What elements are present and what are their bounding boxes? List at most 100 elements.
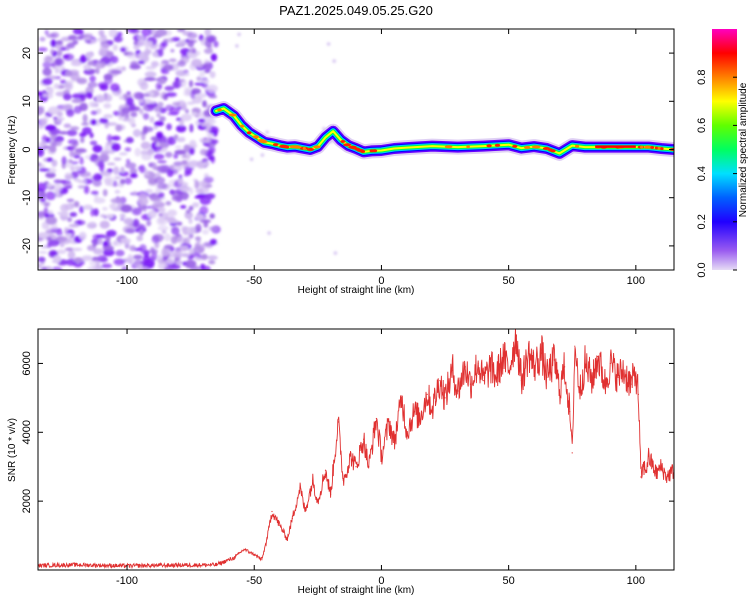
snr-point (324, 469, 327, 471)
noise-blob (144, 77, 157, 82)
snr-series-line (38, 329, 674, 570)
noise-blob (79, 156, 84, 165)
noise-blob (60, 210, 69, 217)
noise-blob (177, 29, 186, 33)
ridge-hotspot (217, 108, 222, 112)
snr-point (569, 411, 571, 413)
noise-blob (103, 73, 113, 81)
noise-blob (113, 157, 122, 161)
noise-blob (42, 93, 48, 98)
noise-blob (202, 63, 211, 68)
noise-blob (38, 162, 42, 167)
ridge-hotspot (494, 143, 501, 147)
noise-blob (78, 231, 87, 240)
noise-blob (106, 134, 113, 143)
noise-blob (38, 182, 48, 192)
noise-blob (123, 217, 134, 225)
noise-blob (99, 118, 109, 124)
snr-point (312, 479, 314, 482)
noise-blob (177, 60, 186, 67)
noise-blob (210, 156, 215, 164)
noise-blob (65, 247, 74, 251)
noise-blob (199, 148, 208, 156)
noise-blob (185, 209, 191, 214)
snr-point (439, 380, 441, 382)
noise-blob (175, 79, 185, 83)
noise-blob (170, 235, 178, 245)
noise-blob (83, 185, 90, 194)
snr-point (304, 510, 306, 513)
noise-blob (45, 183, 54, 188)
noise-blob (173, 134, 179, 140)
ridge-hotspot (486, 144, 492, 148)
noise-blob (92, 175, 98, 181)
noise-blob (189, 123, 194, 133)
noise-blob (194, 195, 204, 199)
noise-blob (121, 265, 128, 270)
ridge-hotspot (654, 146, 658, 150)
snr-point (533, 366, 535, 368)
noise-blob (38, 168, 50, 172)
noise-blob (157, 49, 164, 57)
noise-blob (97, 160, 105, 168)
noise-blob (66, 198, 75, 203)
spectrogram-ytick-label: -10 (21, 190, 33, 206)
noise-blob (172, 80, 182, 89)
noise-blob (89, 75, 96, 83)
noise-blob (113, 166, 120, 175)
noise-blob (110, 69, 122, 75)
snr-point (645, 469, 647, 471)
noise-blob (184, 166, 193, 174)
noise-blob (166, 37, 175, 43)
noise-blob (105, 50, 114, 58)
noise-blob (103, 93, 113, 102)
noise-blob (42, 67, 52, 77)
noise-blob (73, 105, 82, 114)
noise-blob (66, 109, 75, 117)
colorbar-gradient (712, 29, 737, 270)
noise-blob (157, 254, 163, 261)
colorbar-tick-label: 0.4 (696, 166, 708, 181)
ridge-hotspot (360, 150, 366, 153)
noise-blob (127, 254, 133, 262)
snr-point (571, 452, 573, 454)
snr-point (457, 390, 459, 392)
snr-xtick-label: 100 (627, 575, 645, 587)
noise-blob (87, 81, 98, 88)
noise-blob (53, 83, 60, 90)
snr-point (299, 486, 301, 488)
noise-blob (176, 260, 183, 265)
snr-point (342, 479, 344, 482)
noise-blob (153, 124, 158, 130)
noise-blob (172, 101, 181, 107)
noise-blob (79, 56, 87, 64)
noise-blob (187, 160, 200, 168)
noise-blob (195, 213, 205, 221)
noise-blob (70, 60, 82, 67)
noise-blob (41, 266, 48, 270)
noise-blob (105, 214, 114, 219)
noise-blob (132, 92, 143, 100)
noise-blob (90, 119, 97, 126)
noise-blob (179, 118, 185, 127)
noise-blob (108, 29, 118, 38)
noise-blob (196, 76, 202, 81)
noise-blob (82, 126, 92, 135)
noise-blob (103, 103, 112, 109)
noise-blob (60, 203, 69, 212)
noise-blob (174, 145, 182, 149)
noise-blob (207, 36, 215, 43)
noise-blob (125, 136, 134, 144)
snr-point (648, 455, 650, 457)
snr-point (490, 366, 492, 368)
noise-blob (56, 249, 67, 255)
noise-blob (177, 178, 183, 185)
noise-blob (115, 124, 123, 132)
noise-blob (163, 266, 174, 270)
noise-blob (120, 166, 125, 173)
noise-blob (67, 34, 78, 41)
noise-blob (159, 78, 166, 85)
noise-blob (63, 123, 72, 129)
noise-blob (184, 211, 193, 220)
